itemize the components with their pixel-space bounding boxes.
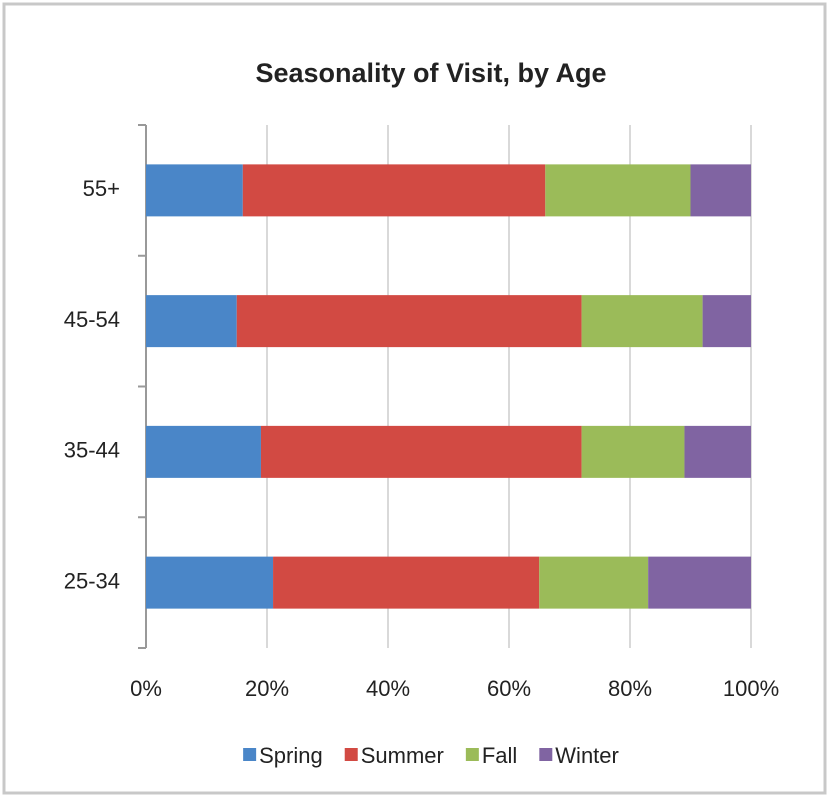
legend-label: Fall <box>482 743 517 768</box>
bar-segment <box>146 164 243 217</box>
legend-swatch <box>539 748 553 761</box>
chart-title: Seasonality of Visit, by Age <box>255 58 606 88</box>
bar-segment <box>581 425 685 478</box>
bar-segment <box>539 556 649 609</box>
legend-swatch <box>344 748 358 761</box>
x-tick-label: 100% <box>723 676 779 701</box>
x-tick-label: 60% <box>487 676 531 701</box>
legend-label: Spring <box>259 743 323 768</box>
legend-label: Summer <box>361 743 444 768</box>
bar-segment <box>146 295 237 348</box>
bar-segment <box>236 295 582 348</box>
x-tick-label: 20% <box>245 676 289 701</box>
legend-label: Winter <box>555 743 619 768</box>
bar-segment <box>684 425 751 478</box>
bar-segment <box>702 295 751 348</box>
legend-swatch <box>465 748 479 761</box>
bar-segment <box>146 425 261 478</box>
bar-segment <box>273 556 540 609</box>
y-tick-label: 45-54 <box>64 307 120 332</box>
bar-segment <box>260 425 582 478</box>
y-tick-label: 25-34 <box>64 568 120 593</box>
y-tick-label: 55+ <box>83 176 120 201</box>
bar-segment <box>690 164 751 217</box>
bar-segment <box>648 556 751 609</box>
y-tick-label: 35-44 <box>64 438 120 463</box>
x-tick-label: 80% <box>608 676 652 701</box>
bar-segment <box>545 164 691 217</box>
bar-segment <box>242 164 546 217</box>
x-tick-label: 40% <box>366 676 410 701</box>
bar-segment <box>146 556 274 609</box>
legend-swatch <box>243 748 257 761</box>
bar-segment <box>581 295 703 348</box>
x-tick-label: 0% <box>130 676 162 701</box>
